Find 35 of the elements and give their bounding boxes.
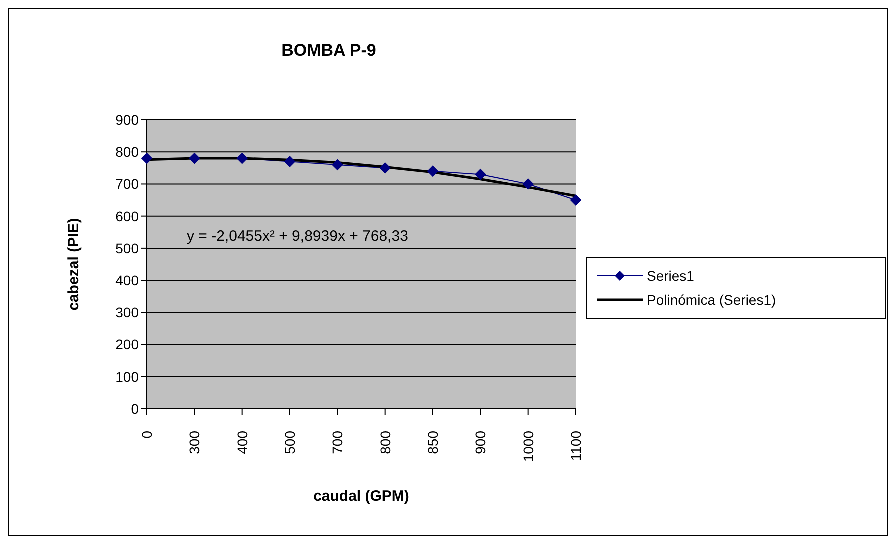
point (284, 156, 296, 168)
y-tick-label: 0 (131, 400, 140, 417)
legend-label: Series1 (647, 268, 694, 284)
point (522, 178, 534, 190)
y-tick-label: 600 (116, 208, 140, 224)
legend-label: Polinómica (Series1) (647, 292, 776, 308)
y-tick-label: 700 (116, 176, 140, 192)
x-axis-title: caudal (GPM) (314, 488, 410, 505)
chart-title: BOMBA P-9 (280, 41, 378, 61)
point (475, 169, 486, 180)
x-tick-label: 900 (472, 430, 489, 454)
x-tick-label: 500 (282, 430, 298, 454)
x-tick-label: 1000 (520, 430, 536, 462)
point (332, 159, 344, 170)
annotation: y = -2,0455x² + 9,8939x + 768,33 (187, 228, 408, 246)
y-tick-label: 500 (116, 240, 140, 256)
y-tick-label: 900 (116, 112, 140, 128)
x-tick-label: 0 (139, 430, 155, 439)
point (570, 194, 582, 206)
y-axis-title: cabezal (PIE) (65, 218, 82, 311)
x-tick-label: 400 (234, 430, 250, 454)
point (380, 162, 391, 174)
x-tick-label: 850 (425, 430, 441, 454)
point (189, 153, 200, 164)
point (236, 153, 248, 164)
y-tick-label: 200 (116, 336, 140, 353)
y-tick-label: 300 (116, 304, 140, 321)
x-tick-label: 1100 (568, 430, 584, 462)
y-tick-label: 100 (116, 368, 140, 385)
y-tick-label: 400 (116, 272, 140, 289)
x-tick-label: 800 (377, 430, 394, 454)
y-tick-label: 800 (116, 144, 140, 160)
point (428, 166, 438, 177)
x-tick-label: 300 (186, 430, 203, 454)
x-tick-label: 700 (330, 430, 346, 454)
